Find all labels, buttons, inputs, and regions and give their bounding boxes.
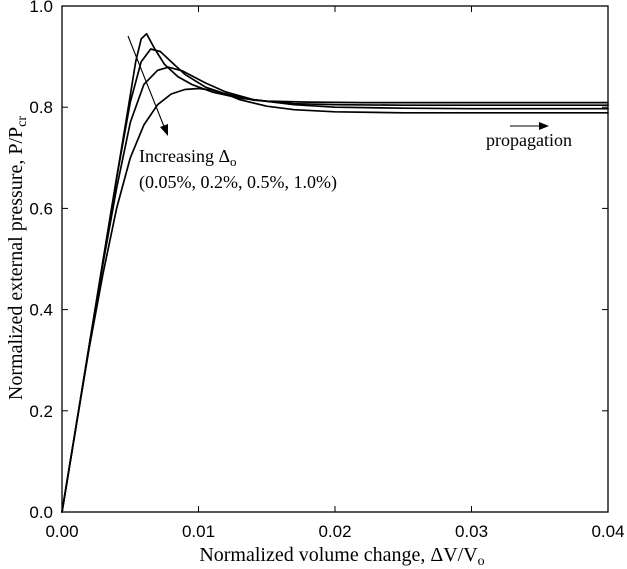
x-tick-label: 0.02 [318, 522, 351, 541]
y-tick-label: 0.0 [29, 503, 53, 522]
increasing-annotation: Increasing Δo [139, 146, 237, 169]
y-tick-label: 0.8 [29, 98, 53, 117]
y-tick-label: 0.6 [29, 199, 53, 218]
plot-frame [61, 5, 609, 513]
y-tick-label: 0.4 [29, 301, 53, 320]
series-line-4 [61, 87, 609, 513]
x-tick-label: 0.03 [455, 522, 488, 541]
increasing-annotation-subscript: o [230, 154, 237, 169]
x-axis-label: Normalized volume change, ΔV/Vo [199, 544, 484, 569]
x-tick-label: 0.00 [45, 522, 78, 541]
propagation-annotation: propagation [486, 130, 572, 150]
values-annotation: (0.05%, 0.2%, 0.5%, 1.0%) [139, 172, 337, 193]
y-axis-label-subscript: cr [15, 116, 30, 127]
increasing-arrowhead [160, 124, 168, 136]
y-tick-label: 0.2 [29, 402, 53, 421]
ticks-layer: 0.00 0.01 0.02 0.03 0.04 0.0 0.2 0.4 0.6 0.8 1.0 [29, 0, 624, 541]
propagation-arrowhead [539, 122, 549, 130]
x-tick-label: 0.04 [591, 522, 624, 541]
y-tick-label: 1.0 [29, 0, 53, 16]
series-line-3 [61, 66, 609, 513]
x-axis-label-subscript: o [478, 554, 485, 569]
lines-layer [61, 32, 609, 513]
increasing-arrow [127, 35, 166, 130]
x-tick-label: 0.01 [182, 522, 215, 541]
y-axis-label: Normalized external pressure, P/Pcr [5, 116, 30, 400]
series-line-2 [61, 48, 609, 513]
